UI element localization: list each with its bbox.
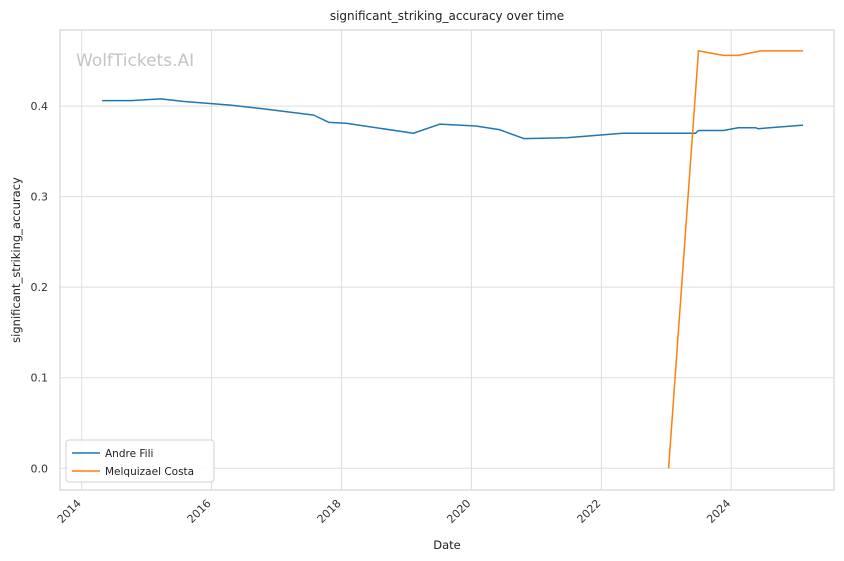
y-tick-label: 0.0 bbox=[31, 462, 49, 475]
x-tick-label: 2024 bbox=[704, 497, 733, 526]
y-axis-label: significant_striking_accuracy bbox=[9, 177, 23, 343]
y-tick-label: 0.1 bbox=[31, 372, 49, 385]
x-tick-label: 2020 bbox=[444, 497, 473, 526]
x-axis-label: Date bbox=[433, 538, 461, 552]
legend-label-melquizael-costa: Melquizael Costa bbox=[105, 466, 194, 478]
y-tick-label: 0.2 bbox=[31, 281, 49, 294]
x-tick-label: 2018 bbox=[315, 497, 344, 526]
x-tick-label: 2016 bbox=[185, 497, 214, 526]
series-line-melquizael-costa bbox=[667, 50, 804, 469]
y-tick-label: 0.3 bbox=[31, 191, 49, 204]
legend: Andre Fili Melquizael Costa bbox=[65, 439, 215, 483]
legend-label-andre-fili: Andre Fili bbox=[105, 448, 153, 460]
chart-title: significant_striking_accuracy over time bbox=[330, 9, 564, 23]
series-group bbox=[102, 50, 804, 469]
x-tick-labels: 2014 2016 2018 2020 2022 2024 bbox=[55, 497, 733, 526]
watermark: WolfTickets.AI bbox=[76, 51, 194, 71]
x-tick-label: 2014 bbox=[55, 497, 84, 526]
x-tick-label: 2022 bbox=[575, 497, 604, 526]
plot-frame bbox=[59, 29, 835, 491]
series-line-andre-fili bbox=[102, 98, 804, 140]
y-tick-labels: 0.0 0.1 0.2 0.3 0.4 bbox=[31, 100, 49, 475]
plot-area bbox=[60, 30, 834, 490]
legend-box bbox=[65, 439, 215, 483]
y-tick-label: 0.4 bbox=[31, 100, 49, 113]
